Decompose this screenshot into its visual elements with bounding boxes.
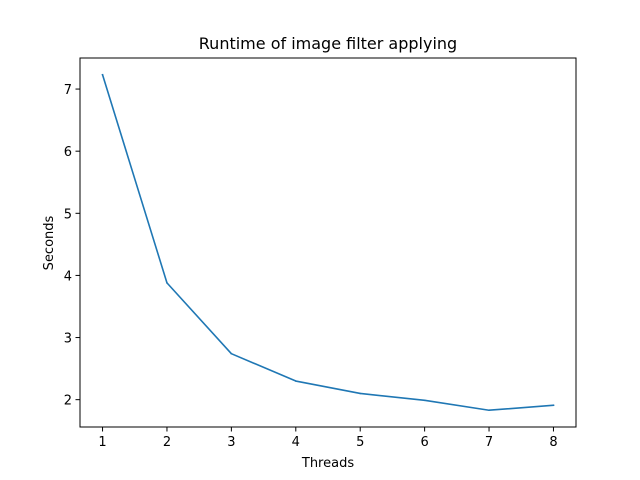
x-tick-label: 7 — [485, 435, 493, 450]
y-tick-label: 2 — [64, 394, 72, 409]
data-point — [101, 73, 104, 76]
data-point — [230, 352, 233, 355]
y-tick-label: 7 — [64, 83, 72, 98]
chart-title: Runtime of image filter applying — [199, 34, 457, 53]
series-layer — [101, 73, 555, 412]
x-tick-label: 8 — [549, 435, 557, 450]
data-point — [552, 404, 555, 407]
y-axis-title: Seconds — [42, 215, 57, 270]
data-point — [166, 282, 168, 284]
y-tick-label: 5 — [64, 207, 72, 222]
data-point — [488, 409, 490, 412]
x-axis-title: Threads — [301, 456, 354, 471]
data-point — [423, 399, 426, 402]
plot-area-frame — [79, 57, 577, 428]
data-point — [359, 392, 362, 395]
y-tick-label: 3 — [64, 332, 72, 347]
x-axis-ticks: 1 2 3 4 5 6 7 8 — [98, 427, 558, 450]
data-point — [294, 380, 297, 382]
x-tick-label: 6 — [420, 435, 428, 450]
x-tick-label: 4 — [292, 435, 300, 450]
x-tick-label: 1 — [98, 435, 106, 450]
y-tick-label: 4 — [64, 269, 72, 284]
x-tick-label: 5 — [356, 435, 364, 450]
series-line — [101, 73, 555, 412]
x-tick-label: 2 — [163, 435, 171, 450]
y-axis-ticks: 2 3 4 5 6 7 — [64, 83, 80, 409]
x-tick-label: 3 — [227, 435, 235, 450]
y-tick-label: 6 — [64, 145, 72, 160]
